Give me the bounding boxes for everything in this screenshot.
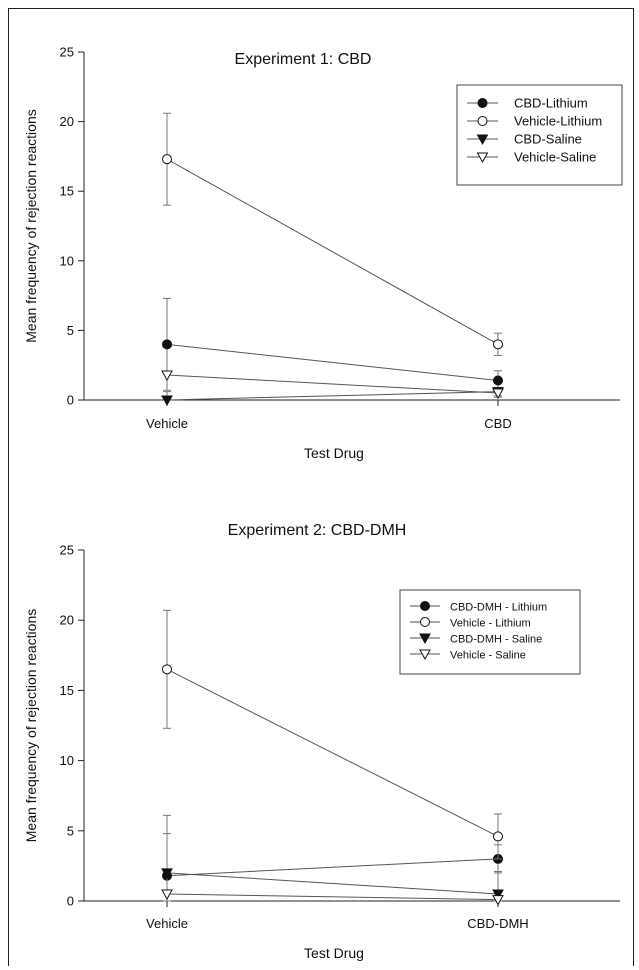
- chart2-series2-line: [166, 668, 499, 837]
- chart2-series2-point: [162, 664, 172, 675]
- chart2-legend-marker: [420, 617, 430, 627]
- chart1-series3-point: [161, 395, 173, 407]
- chart2-legend-label: CBD-DMH - Saline: [450, 634, 542, 646]
- chart1-x-axis-title: Test Drug: [304, 445, 364, 461]
- chart1-legend-label: CBD-Saline: [514, 132, 582, 147]
- chart2-y-axis-title: Mean frequency of rejection reactions: [23, 609, 39, 842]
- chart1-y-tick-label: 5: [67, 323, 74, 338]
- chart2-series3-point: [492, 889, 504, 901]
- chart2-y-tick-label: 10: [60, 753, 74, 768]
- chart1-title: Experiment 1: CBD: [235, 51, 372, 68]
- chart2-series3-line: [166, 872, 499, 895]
- chart1-legend-marker: [477, 98, 488, 108]
- chart2-legend-marker: [420, 601, 430, 611]
- chart1-legend-marker: [476, 134, 489, 146]
- chart2-series4-point: [492, 895, 504, 906]
- chart1-series2-point: [493, 339, 503, 350]
- chart1-series2-point: [162, 154, 172, 165]
- chart2-legend-marker: [419, 649, 431, 661]
- chart1-y-tick-label: 20: [60, 114, 74, 129]
- chart1-legend-label: Vehicle-Saline: [514, 150, 596, 165]
- chart2-legend-marker: [419, 633, 431, 645]
- chart2-y-tick-label: 20: [60, 613, 74, 628]
- chart2-y-tick-label: 0: [67, 894, 74, 909]
- chart1-series1-line: [166, 343, 499, 382]
- chart2-y-tick-label: 25: [60, 543, 74, 558]
- chart1-y-tick-label: 0: [67, 393, 74, 408]
- chart1-legend-marker: [476, 152, 489, 164]
- chart1-series4-line: [166, 374, 499, 394]
- chart1-legend-marker: [477, 116, 488, 126]
- chart1-y-tick-label: 15: [60, 184, 74, 199]
- chart2-legend-label: Vehicle - Saline: [450, 650, 526, 662]
- chart2-series2-point: [493, 831, 503, 842]
- chart2-series1-line: [166, 858, 499, 877]
- chart1-y-tick-label: 10: [60, 253, 74, 268]
- chart2-x-tick-label: CBD-DMH: [467, 916, 528, 931]
- chart2-y-tick-label: 15: [60, 683, 74, 698]
- chart2-legend-label: Vehicle - Lithium: [450, 618, 531, 630]
- chart1-series1-point: [162, 339, 172, 350]
- chart1-x-tick-label: Vehicle: [146, 416, 188, 431]
- chart2-series3-point: [161, 868, 173, 879]
- chart1-series4-point: [492, 388, 504, 400]
- chart2-x-tick-label: Vehicle: [146, 916, 188, 931]
- chart1-legend-label: CBD-Lithium: [514, 96, 588, 111]
- chart2-series4-point: [161, 889, 173, 901]
- chart1-series1-point: [493, 375, 503, 386]
- chart1-y-tick-label: 25: [60, 45, 74, 60]
- chart2-series4-line: [166, 893, 499, 901]
- chart1-series2-line: [166, 158, 499, 345]
- chart2-legend-label: CBD-DMH - Lithium: [450, 602, 547, 614]
- chart1-series4-point: [161, 370, 173, 381]
- chart2-title: Experiment 2: CBD-DMH: [228, 522, 407, 539]
- chart2-x-axis-title: Test Drug: [304, 945, 364, 961]
- chart1-legend-label: Vehicle-Lithium: [514, 114, 602, 129]
- chart1-x-tick-label: CBD: [484, 416, 511, 431]
- chart1-y-axis-title: Mean frequency of rejection reactions: [23, 109, 39, 342]
- chart2-legend-box: [399, 589, 581, 675]
- chart1-series3-line: [166, 391, 499, 401]
- chart2-y-tick-label: 5: [67, 823, 74, 838]
